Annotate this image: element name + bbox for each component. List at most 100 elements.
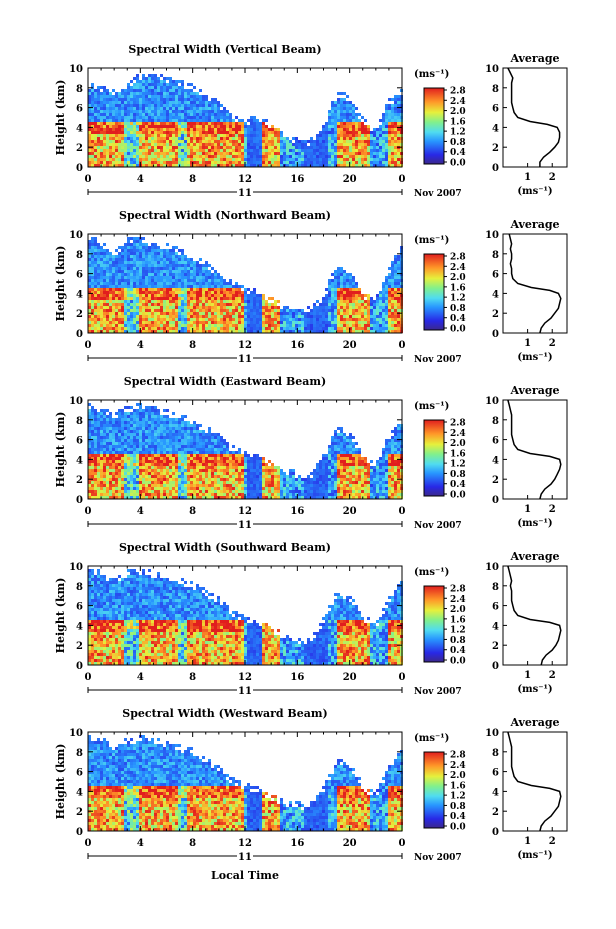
heatmap-cell bbox=[106, 327, 109, 330]
heatmap-cell bbox=[88, 303, 91, 306]
heatmap-cell bbox=[112, 270, 115, 273]
heatmap-cell bbox=[160, 327, 163, 330]
heatmap-cell bbox=[139, 80, 142, 83]
heatmap-cell bbox=[253, 119, 256, 122]
heatmap-cell bbox=[148, 89, 151, 92]
heatmap-cell bbox=[265, 158, 268, 161]
heatmap-cell bbox=[202, 158, 205, 161]
heatmap-cell bbox=[343, 134, 346, 137]
heatmap-cell bbox=[100, 490, 103, 493]
heatmap-cell bbox=[391, 143, 394, 146]
heatmap-cell bbox=[142, 146, 145, 149]
heatmap-cell bbox=[178, 107, 181, 110]
heatmap-cell bbox=[91, 475, 94, 478]
heatmap-cell bbox=[385, 155, 388, 158]
heatmap-cell bbox=[169, 137, 172, 140]
heatmap-cell bbox=[112, 276, 115, 279]
heatmap-cell bbox=[172, 300, 175, 303]
heatmap-cell bbox=[388, 330, 391, 333]
heatmap-cell bbox=[136, 155, 139, 158]
heatmap-cell bbox=[238, 288, 241, 291]
heatmap-cell bbox=[274, 137, 277, 140]
heatmap-cell bbox=[91, 119, 94, 122]
heatmap-cell bbox=[265, 143, 268, 146]
heatmap-cell bbox=[295, 152, 298, 155]
heatmap-cell bbox=[127, 415, 130, 418]
heatmap-cell bbox=[262, 324, 265, 327]
heatmap-cell bbox=[238, 140, 241, 143]
heatmap-cell bbox=[160, 306, 163, 309]
heatmap-cell bbox=[292, 149, 295, 152]
heatmap-cell bbox=[121, 92, 124, 95]
heatmap-cell bbox=[184, 155, 187, 158]
heatmap-cell bbox=[106, 261, 109, 264]
heatmap-cell bbox=[166, 134, 169, 137]
heatmap-cell bbox=[106, 303, 109, 306]
heatmap-cell bbox=[166, 140, 169, 143]
heatmap-cell bbox=[160, 149, 163, 152]
heatmap-cell bbox=[133, 306, 136, 309]
heatmap-cell bbox=[106, 137, 109, 140]
heatmap-cell bbox=[91, 412, 94, 415]
heatmap-cell bbox=[397, 300, 400, 303]
heatmap-cell bbox=[205, 131, 208, 134]
heatmap-cell bbox=[106, 496, 109, 499]
heatmap-cell bbox=[172, 291, 175, 294]
heatmap-cell bbox=[148, 273, 151, 276]
heatmap-cell bbox=[325, 155, 328, 158]
heatmap-cell bbox=[127, 146, 130, 149]
heatmap-cell bbox=[121, 327, 124, 330]
heatmap-cell bbox=[139, 270, 142, 273]
heatmap-cell bbox=[139, 158, 142, 161]
heatmap-cell bbox=[205, 110, 208, 113]
heatmap-cell bbox=[193, 303, 196, 306]
heatmap-cell bbox=[103, 288, 106, 291]
heatmap-cell bbox=[388, 158, 391, 161]
heatmap-cell bbox=[148, 288, 151, 291]
heatmap-cell bbox=[190, 279, 193, 282]
heatmap-cell bbox=[199, 303, 202, 306]
heatmap-cell bbox=[187, 155, 190, 158]
heatmap-cell bbox=[382, 119, 385, 122]
heatmap-cell bbox=[379, 303, 382, 306]
heatmap-cell bbox=[268, 140, 271, 143]
heatmap-cell bbox=[103, 421, 106, 424]
heatmap-cell bbox=[169, 288, 172, 291]
heatmap-cell bbox=[223, 164, 226, 167]
heatmap-cell bbox=[280, 146, 283, 149]
heatmap-cell bbox=[193, 104, 196, 107]
heatmap-cell bbox=[283, 324, 286, 327]
heatmap-cell bbox=[151, 152, 154, 155]
heatmap-cell bbox=[121, 291, 124, 294]
heatmap-cell bbox=[175, 164, 178, 167]
heatmap-cell bbox=[322, 309, 325, 312]
heatmap-cell bbox=[166, 255, 169, 258]
heatmap-cell bbox=[91, 291, 94, 294]
heatmap-cell bbox=[262, 164, 265, 167]
heatmap-cell bbox=[364, 164, 367, 167]
heatmap-cell bbox=[259, 149, 262, 152]
heatmap-cell bbox=[205, 125, 208, 128]
heatmap-cell bbox=[94, 261, 97, 264]
heatmap-cell bbox=[166, 288, 169, 291]
heatmap-cell bbox=[112, 255, 115, 258]
heatmap-cell bbox=[142, 243, 145, 246]
heatmap-cell bbox=[178, 134, 181, 137]
heatmap-cell bbox=[124, 306, 127, 309]
heatmap-cell bbox=[355, 125, 358, 128]
heatmap-cell bbox=[193, 125, 196, 128]
heatmap-cell bbox=[271, 149, 274, 152]
heatmap-cell bbox=[97, 89, 100, 92]
heatmap-cell bbox=[235, 321, 238, 324]
heatmap-cell bbox=[193, 264, 196, 267]
heatmap-cell bbox=[154, 161, 157, 164]
heatmap-cell bbox=[106, 143, 109, 146]
heatmap-cell bbox=[364, 158, 367, 161]
heatmap-cell bbox=[211, 104, 214, 107]
heatmap-cell bbox=[151, 243, 154, 246]
heatmap-cell bbox=[388, 152, 391, 155]
heatmap-cell bbox=[106, 490, 109, 493]
heatmap-cell bbox=[106, 152, 109, 155]
heatmap-cell bbox=[139, 137, 142, 140]
heatmap-cell bbox=[139, 146, 142, 149]
